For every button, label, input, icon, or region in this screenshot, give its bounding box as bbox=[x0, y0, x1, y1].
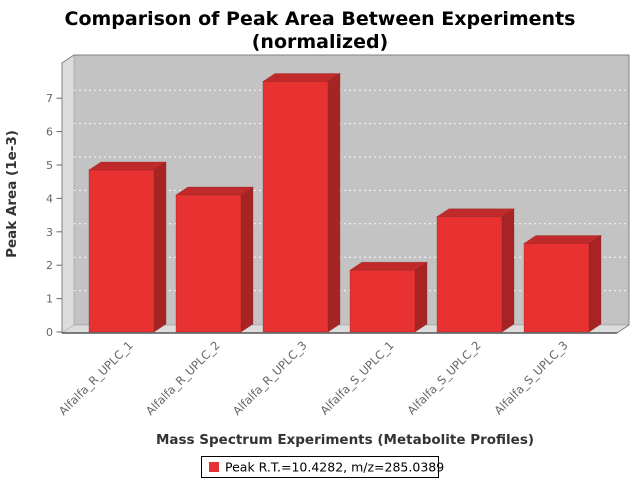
bar-front-face bbox=[262, 81, 329, 333]
bar-front-face bbox=[175, 194, 242, 333]
bar-top-face bbox=[349, 261, 428, 271]
bar-front-face bbox=[88, 169, 155, 333]
plot-left-wall bbox=[61, 54, 75, 334]
bar bbox=[88, 161, 167, 333]
y-tick-label: 2 bbox=[46, 259, 53, 272]
category-label: Alfalfa_R_UPLC_2 bbox=[143, 338, 223, 418]
bar-top-face bbox=[262, 73, 341, 82]
category-label: Alfalfa_S_UPLC_2 bbox=[404, 338, 483, 417]
bar-top-face bbox=[88, 161, 167, 171]
y-axis-ticks: 0 1 2 3 4 5 6 7 bbox=[46, 92, 62, 339]
y-tick-label: 6 bbox=[46, 126, 53, 139]
x-axis-category-labels: Alfalfa_R_UPLC_1 Alfalfa_R_UPLC_2 Alfalfa_… bbox=[56, 338, 571, 418]
legend-swatch bbox=[209, 462, 219, 472]
bar-side-face bbox=[588, 234, 602, 333]
category-label: Alfalfa_S_UPLC_1 bbox=[317, 338, 396, 417]
bar-side-face bbox=[414, 261, 428, 333]
category-label: Alfalfa_R_UPLC_1 bbox=[56, 338, 136, 418]
bar-side-face bbox=[240, 186, 254, 333]
y-tick-label: 0 bbox=[46, 326, 53, 339]
y-tick-label: 4 bbox=[46, 192, 53, 205]
y-tick-label: 5 bbox=[46, 159, 53, 172]
legend: Peak R.T.=10.4282, m/z=285.0389 bbox=[201, 456, 444, 478]
legend-label: Peak R.T.=10.4282, m/z=285.0389 bbox=[225, 460, 444, 475]
legend-box bbox=[201, 456, 439, 478]
bar-side-face bbox=[501, 208, 515, 333]
y-tick-label: 7 bbox=[46, 92, 53, 105]
y-tick-label: 1 bbox=[46, 293, 53, 306]
bar-side-face bbox=[327, 72, 341, 333]
chart-title: Comparison of Peak Area Between Experime… bbox=[65, 8, 576, 30]
bar-top-face bbox=[523, 235, 602, 244]
bar-top-face bbox=[175, 186, 254, 196]
bar-front-face bbox=[349, 269, 416, 333]
y-axis-title: Peak Area (1e-3) bbox=[4, 130, 20, 258]
bar-side-face bbox=[153, 161, 167, 333]
bar-top-face bbox=[436, 208, 515, 218]
bar bbox=[262, 72, 341, 333]
category-label: Alfalfa_R_UPLC_3 bbox=[230, 338, 310, 418]
chart-subtitle: (normalized) bbox=[252, 31, 389, 53]
bar-front-face bbox=[523, 243, 590, 333]
bar bbox=[436, 208, 515, 333]
bar bbox=[523, 234, 602, 333]
bar bbox=[175, 186, 254, 333]
bar-front-face bbox=[436, 216, 503, 333]
category-label: Alfalfa_S_UPLC_3 bbox=[491, 338, 570, 417]
x-axis-title: Mass Spectrum Experiments (Metabolite Pr… bbox=[156, 432, 534, 448]
bar bbox=[349, 261, 428, 333]
y-tick-label: 3 bbox=[46, 226, 53, 239]
bars bbox=[88, 72, 602, 333]
